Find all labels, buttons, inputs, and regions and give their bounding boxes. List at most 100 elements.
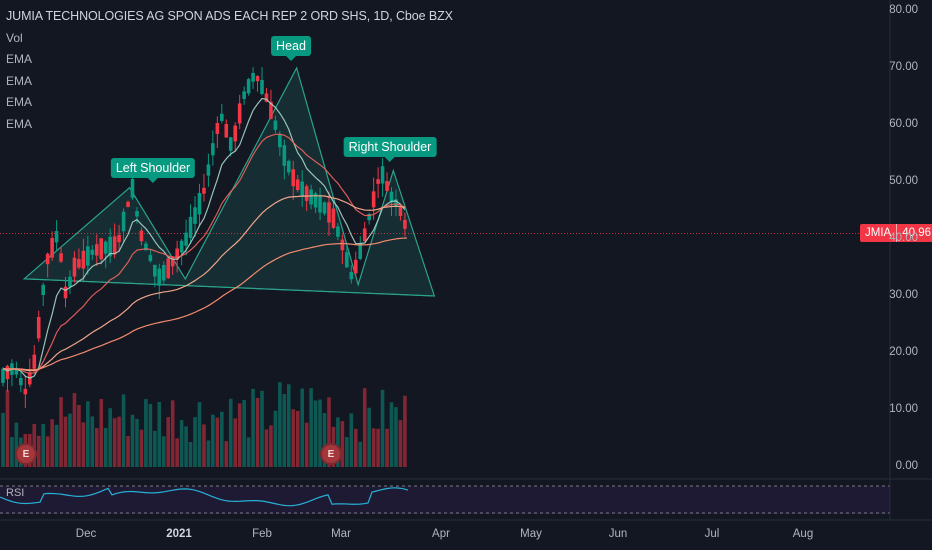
- volume-bar: [175, 438, 179, 467]
- candle-body: [135, 211, 139, 217]
- volume-bar: [179, 420, 184, 467]
- candle-body: [130, 178, 135, 198]
- volume-bar: [59, 397, 63, 467]
- x-tick-label: May: [520, 528, 542, 540]
- volume-bar: [202, 424, 206, 467]
- ema-fast-line: [2, 97, 406, 379]
- volume-bar: [130, 414, 135, 467]
- candle-body: [19, 377, 23, 386]
- volume-bar: [90, 416, 95, 467]
- y-tick-label: 20.00: [889, 346, 918, 358]
- volume-bar: [295, 410, 300, 467]
- candle-body: [193, 207, 197, 224]
- volume-bar: [10, 437, 14, 467]
- candle-body: [211, 143, 215, 156]
- neckline: [24, 278, 435, 297]
- candle-body: [273, 120, 278, 130]
- volume-bar: [322, 413, 327, 467]
- candle-body: [353, 259, 358, 274]
- volume-bar: [367, 407, 371, 467]
- volume-bar: [349, 413, 354, 467]
- volume-bar: [376, 428, 380, 467]
- candle-body: [170, 256, 175, 267]
- candle-body: [220, 113, 224, 121]
- candle-body: [50, 237, 54, 258]
- volume-bar: [193, 417, 197, 467]
- candle-body: [108, 236, 112, 257]
- volume-bar: [197, 402, 202, 467]
- candle-body: [318, 195, 322, 213]
- candle-body: [103, 241, 108, 254]
- legend-vol[interactable]: Vol: [6, 30, 23, 45]
- rsi-label[interactable]: RSI: [6, 487, 25, 499]
- candle-body: [251, 72, 255, 82]
- volume-bar: [403, 395, 407, 467]
- volume-bar: [318, 399, 322, 467]
- volume-bar: [63, 416, 68, 467]
- legend-ema-3[interactable]: EMA: [6, 95, 33, 109]
- y-tick-label: 70.00: [889, 61, 918, 73]
- volume-bar: [220, 411, 224, 467]
- earnings-marker-icon[interactable]: E: [15, 443, 37, 465]
- candle-body: [175, 248, 179, 260]
- candle-body: [340, 239, 345, 251]
- volume-bar: [126, 436, 130, 467]
- volume-bar: [54, 424, 59, 467]
- volume-bar: [72, 393, 77, 467]
- candle-body: [367, 213, 371, 221]
- volume-bar: [389, 402, 394, 467]
- legend-ema-4[interactable]: EMA: [6, 116, 33, 131]
- last-price-tag: JMIA 40.96: [860, 224, 932, 242]
- candle-body: [260, 79, 264, 94]
- volume-bar: [148, 403, 153, 467]
- candle-body: [331, 208, 336, 228]
- volume-bar: [45, 436, 50, 467]
- volume-bar: [228, 398, 233, 467]
- volume-bar: [144, 399, 148, 467]
- candle-body: [14, 368, 19, 375]
- symbol-title: JUMIA TECHNOLOGIES AG SPON ADS EACH REP …: [6, 9, 453, 23]
- candle-body: [255, 76, 260, 82]
- volume-bar: [166, 417, 171, 467]
- candle-body: [304, 186, 309, 201]
- y-tick-label: 0.00: [895, 460, 918, 472]
- volume-bar: [224, 441, 229, 467]
- candle-body: [322, 202, 327, 214]
- candle-body: [90, 249, 95, 255]
- rsi-line: [0, 487, 409, 507]
- candle-body: [242, 91, 246, 99]
- volume-bar: [282, 394, 287, 467]
- x-tick-label: Mar: [331, 528, 351, 540]
- volume-bar: [108, 408, 112, 467]
- left-shoulder-label: Left Shoulder: [110, 158, 196, 183]
- legend-ema-1[interactable]: EMA: [6, 52, 33, 66]
- candle-body: [228, 137, 233, 151]
- x-tick-label: Dec: [75, 528, 97, 540]
- volume-bar: [184, 426, 188, 467]
- candle-body: [224, 123, 229, 138]
- volume-bar: [398, 420, 403, 467]
- candle-body: [345, 252, 349, 268]
- volume-bar: [336, 417, 340, 467]
- legend-ema-2[interactable]: EMA: [6, 73, 33, 88]
- head-label: Head: [271, 36, 311, 61]
- candle-body: [269, 101, 273, 119]
- volume-bar: [153, 430, 157, 467]
- volume-bar: [103, 427, 108, 467]
- candle-body: [99, 238, 104, 260]
- volume-bar: [117, 416, 121, 467]
- volume-bar: [94, 428, 99, 467]
- candle-body: [403, 219, 407, 229]
- candle-body: [398, 207, 403, 217]
- volume-bar: [1, 412, 5, 467]
- volume-bar: [233, 418, 238, 467]
- candle-body: [112, 236, 117, 255]
- candle-body: [54, 231, 59, 243]
- right-shoulder-label: Right Shoulder: [343, 137, 437, 162]
- volume-bar: [371, 428, 376, 467]
- candle-body: [237, 103, 242, 124]
- earnings-marker-icon[interactable]: E: [320, 443, 342, 465]
- candle-body: [202, 187, 206, 194]
- volume-bar: [385, 428, 389, 467]
